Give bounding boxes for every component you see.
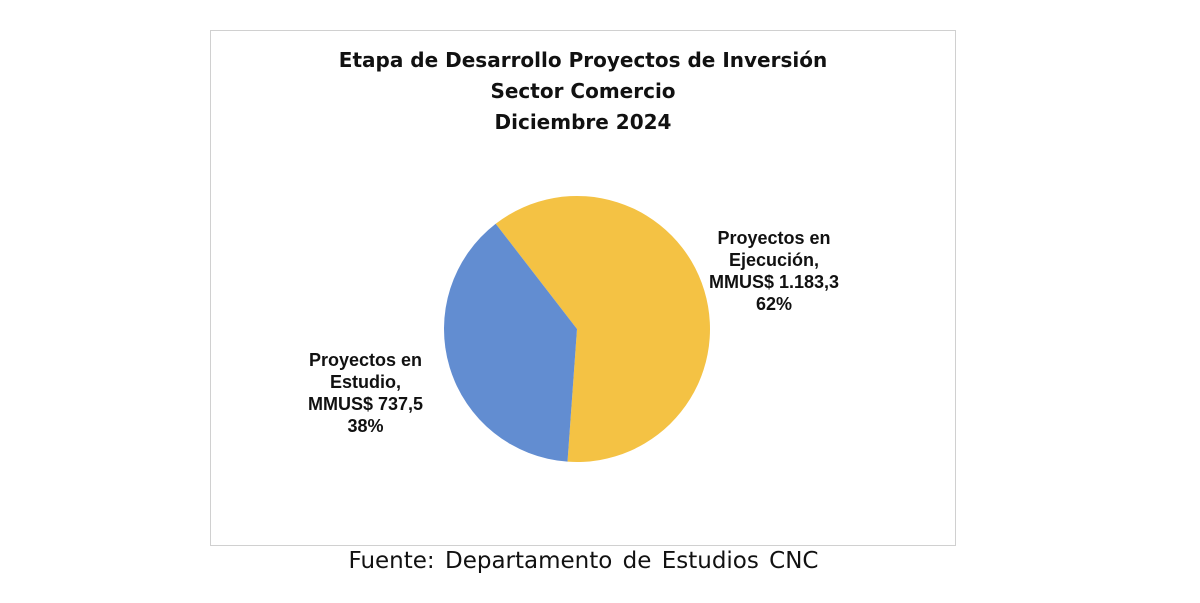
- chart-title-line-3: Diciembre 2024: [494, 110, 672, 134]
- slice-label-ejecucion: Proyectos en Ejecución, MMUS$ 1.183,3 62…: [709, 227, 839, 315]
- chart-title-line-2: Sector Comercio: [490, 79, 676, 103]
- slice-label-ejecucion-percent: 62%: [756, 294, 793, 314]
- slice-label-estudio-line-2: Estudio,: [330, 372, 402, 392]
- chart-title-line-1: Etapa de Desarrollo Proyectos de Inversi…: [338, 48, 828, 72]
- pie-slice-estudio: [443, 223, 577, 462]
- chart-frame: Etapa de Desarrollo Proyectos de Inversi…: [210, 30, 956, 546]
- source-note: Fuente: Departamento de Estudios CNC: [348, 548, 819, 574]
- slice-label-ejecucion-line-2: Ejecución,: [729, 250, 820, 270]
- slice-label-estudio-percent: 38%: [347, 416, 384, 436]
- slice-label-estudio-line-1: Proyectos en: [309, 350, 423, 370]
- pie-slice-ejecucion: [495, 195, 710, 462]
- slice-label-estudio-value: MMUS$ 737,5: [308, 394, 424, 414]
- slice-label-ejecucion-value: MMUS$ 1.183,3: [709, 272, 840, 292]
- pie-chart: [443, 195, 710, 462]
- chart-title: Etapa de Desarrollo Proyectos de Inversi…: [211, 45, 955, 138]
- slice-label-ejecucion-line-1: Proyectos en: [717, 228, 831, 248]
- slice-label-estudio: Proyectos en Estudio, MMUS$ 737,5 38%: [308, 349, 423, 437]
